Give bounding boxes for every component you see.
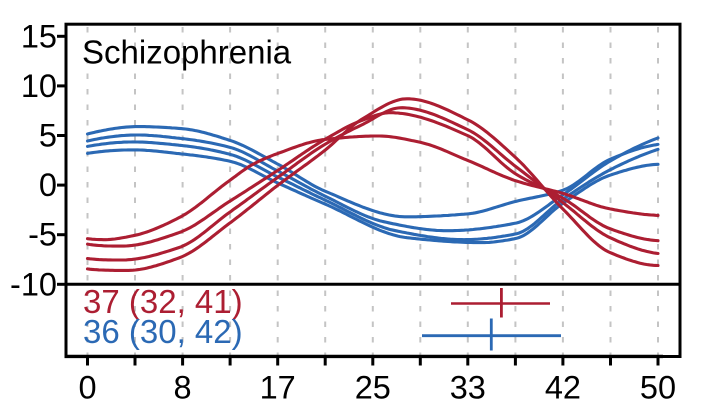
svg-text:0: 0	[78, 370, 96, 406]
svg-text:37 (32, 41): 37 (32, 41)	[83, 283, 243, 320]
svg-text:25: 25	[355, 370, 391, 406]
svg-text:0: 0	[39, 167, 57, 203]
svg-text:Schizophrenia: Schizophrenia	[82, 34, 292, 71]
svg-text:15: 15	[21, 18, 57, 54]
svg-text:33: 33	[450, 370, 486, 406]
svg-text:5: 5	[39, 118, 57, 154]
svg-text:8: 8	[174, 370, 192, 406]
svg-text:-10: -10	[10, 266, 57, 302]
svg-text:50: 50	[640, 370, 676, 406]
svg-text:-5: -5	[28, 217, 57, 253]
svg-text:36 (30, 42): 36 (30, 42)	[83, 313, 243, 350]
svg-text:42: 42	[545, 370, 581, 406]
svg-text:17: 17	[260, 370, 296, 406]
svg-text:10: 10	[21, 68, 57, 104]
